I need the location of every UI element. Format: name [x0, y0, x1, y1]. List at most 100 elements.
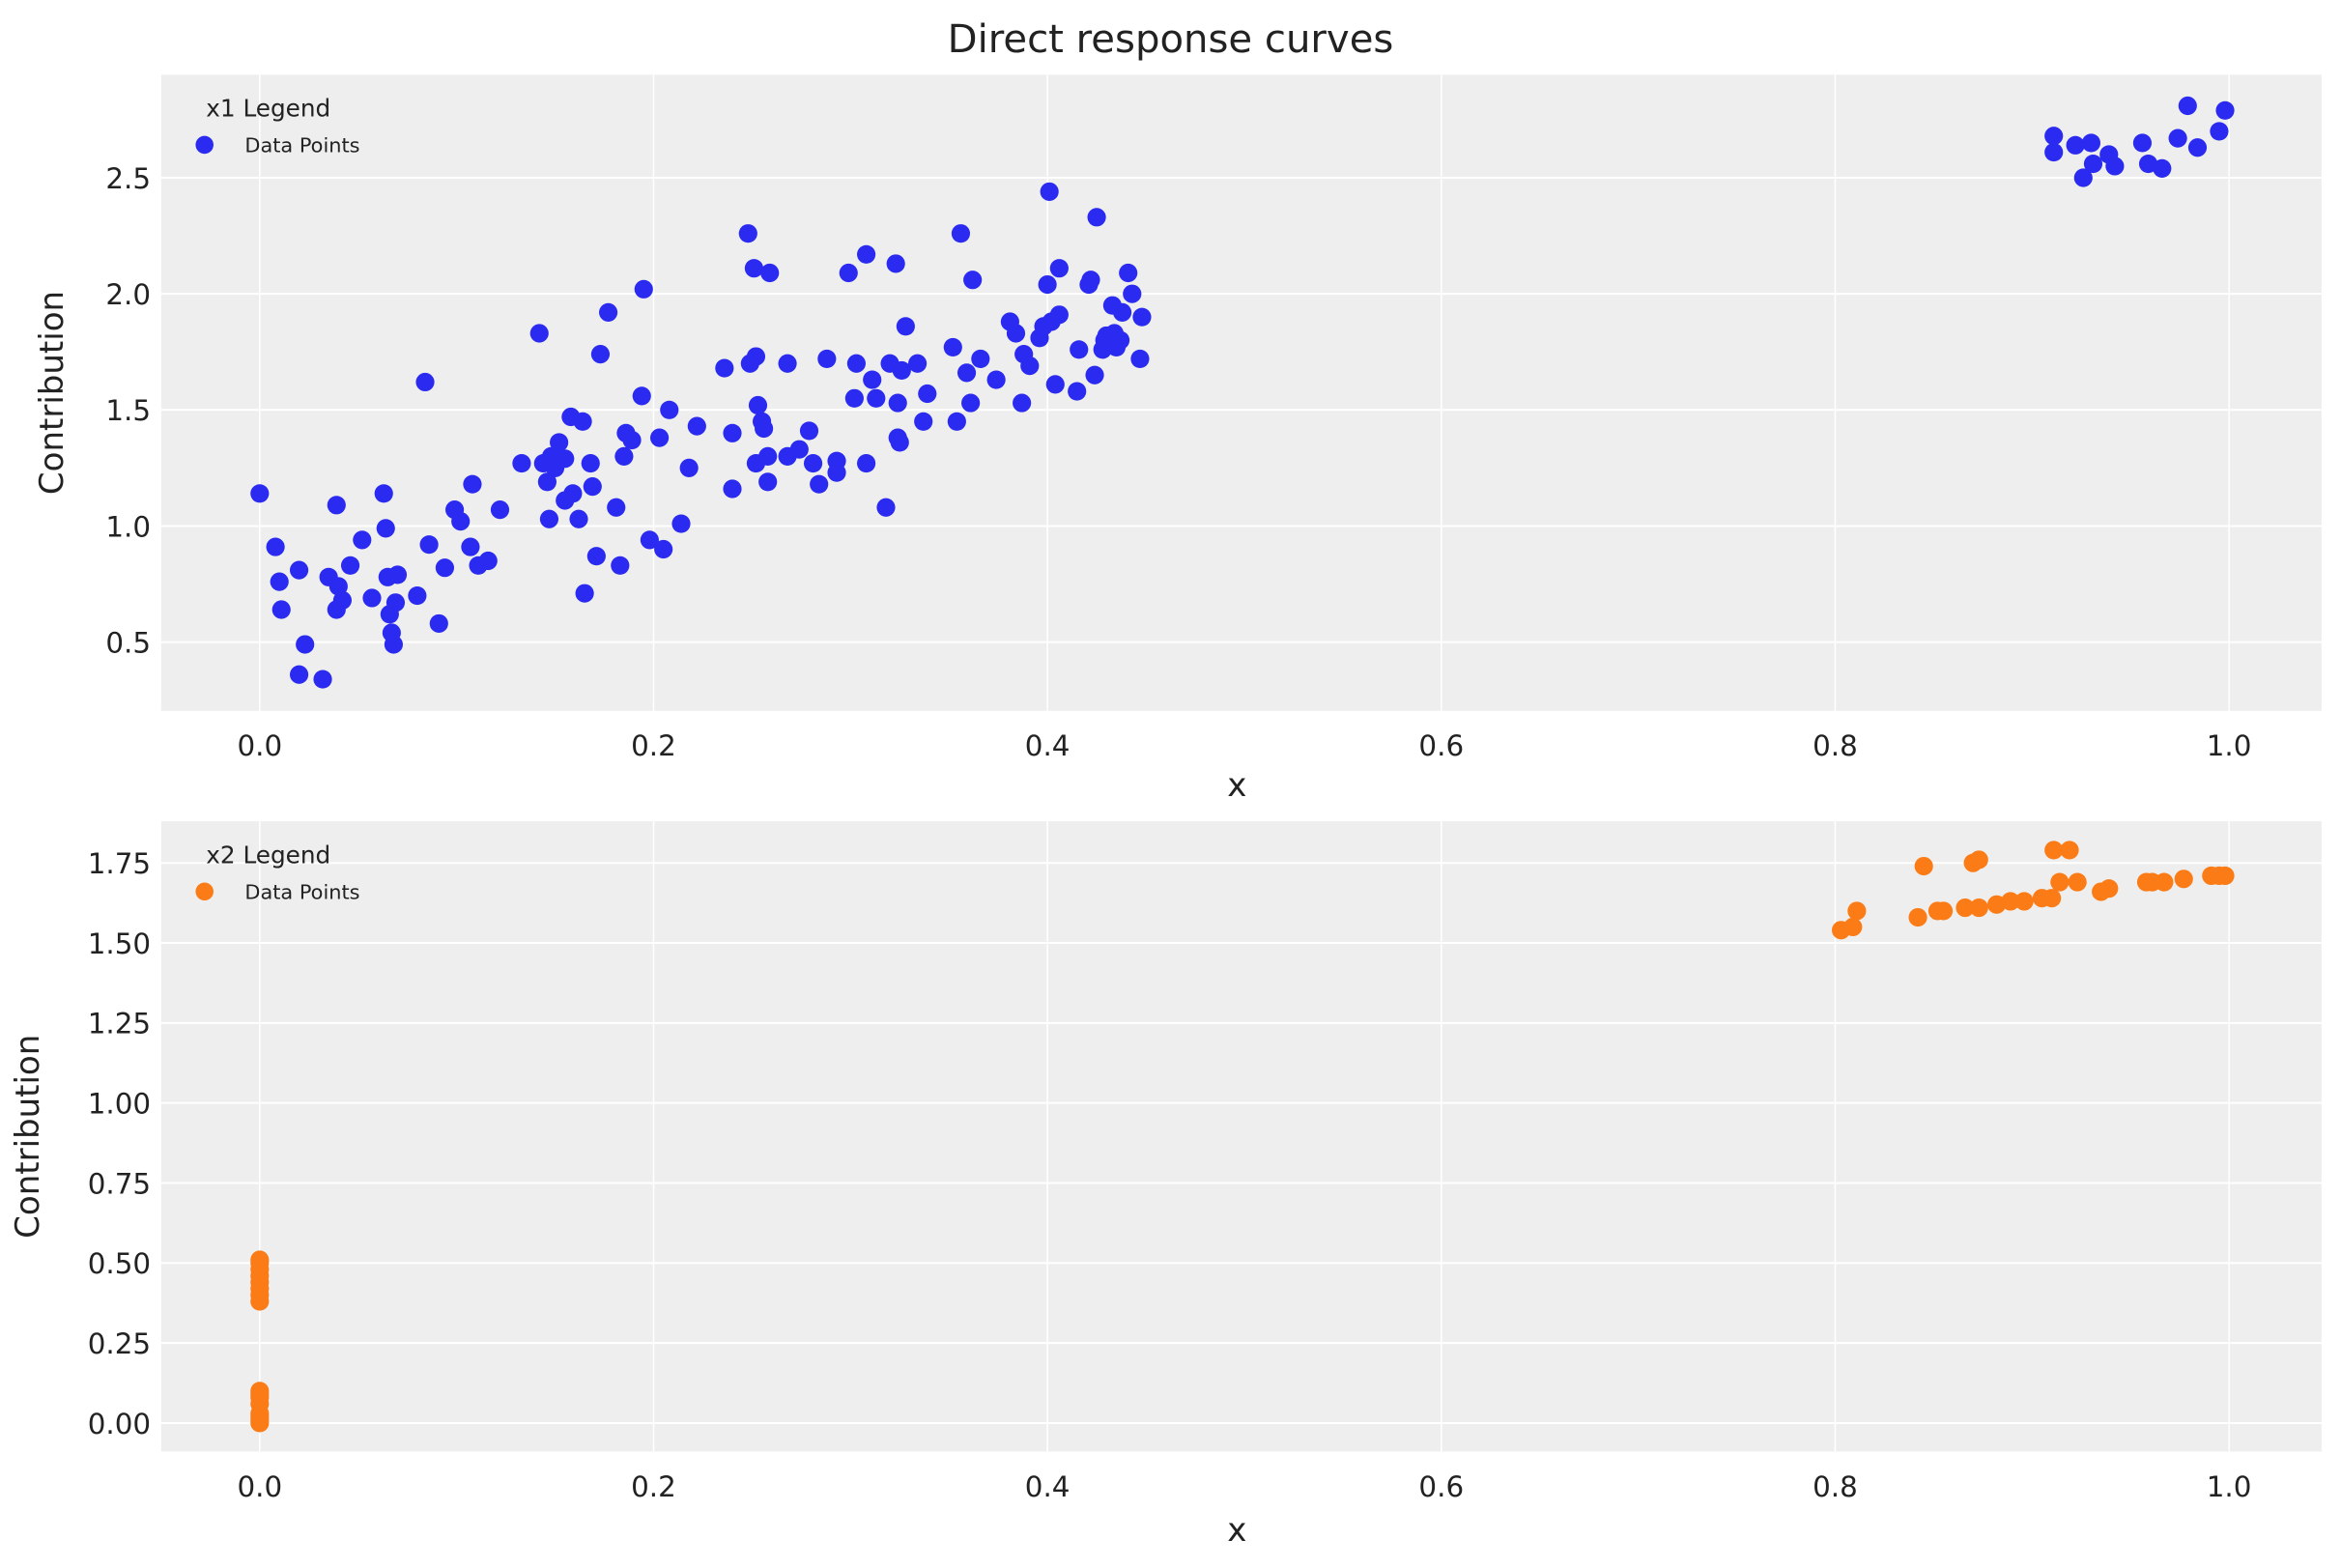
data-point [1847, 901, 1867, 921]
y-tick-label: 1.50 [88, 927, 151, 960]
data-point [1038, 274, 1057, 295]
x-tick-label: 0.6 [1418, 1470, 1464, 1503]
data-point [2014, 892, 2034, 911]
data-point [2044, 127, 2064, 146]
data-point [760, 263, 780, 283]
data-point [1049, 259, 1069, 278]
data-point [744, 259, 764, 278]
x-tick-label: 0.2 [631, 729, 676, 762]
data-point [2066, 135, 2085, 155]
data-point [758, 446, 778, 466]
data-point [660, 400, 679, 419]
legend-entry: Data Points [244, 134, 359, 157]
data-point [266, 537, 285, 556]
data-point [2210, 122, 2229, 141]
y-tick-label: 0.5 [105, 626, 151, 659]
data-point [583, 477, 602, 497]
data-point [1020, 356, 1040, 376]
data-point [435, 558, 454, 578]
data-point [1087, 208, 1106, 227]
x-tick-label: 1.0 [2207, 1470, 2252, 1503]
data-point [1130, 349, 1150, 369]
data-point [956, 363, 977, 383]
data-point [2083, 154, 2103, 174]
data-point [1956, 898, 1975, 918]
subplot-x2: 0.0 0.2 0.4 0.6 0.8 1.0 0.00 0.25 0.50 0.75 1.00 1.… [9, 821, 2322, 1550]
data-point [611, 556, 630, 575]
data-point [2174, 870, 2193, 889]
data-point [723, 479, 742, 499]
data-point [250, 484, 270, 503]
data-point [1933, 901, 1954, 921]
data-point [1987, 895, 2007, 914]
data-point [918, 384, 937, 404]
data-point [914, 412, 933, 431]
legend-entry: Data Points [244, 881, 359, 904]
data-point [2215, 100, 2235, 120]
y-tick-label: 0.50 [88, 1247, 151, 1280]
data-point [634, 279, 653, 299]
data-point [408, 585, 427, 606]
data-point [755, 418, 774, 439]
data-point [687, 416, 706, 436]
data-point [2178, 96, 2197, 116]
legend-marker [195, 135, 214, 155]
data-point [827, 463, 846, 482]
data-point [817, 349, 837, 369]
data-point [537, 472, 557, 492]
data-point [857, 244, 876, 264]
y-tick-label: 0.00 [88, 1408, 151, 1440]
data-point [614, 446, 634, 466]
y-axis-label: Contribution [33, 291, 71, 495]
data-point [590, 345, 611, 364]
data-point [2050, 872, 2070, 892]
data-point [1006, 324, 1026, 343]
data-point [876, 498, 896, 517]
data-point [846, 354, 866, 373]
data-point [650, 428, 670, 447]
legend-title: x2 Legend [206, 841, 330, 869]
data-point [2081, 133, 2101, 153]
data-point [2044, 841, 2064, 860]
data-point [844, 388, 864, 408]
data-point [271, 600, 291, 619]
data-point [961, 393, 981, 413]
data-point [951, 224, 971, 243]
y-tick-label: 1.0 [105, 510, 151, 543]
data-point [569, 509, 588, 528]
data-point [556, 449, 575, 469]
data-point [947, 412, 966, 431]
data-point [671, 514, 691, 533]
data-point [2215, 866, 2235, 886]
data-point [415, 372, 435, 392]
data-point [289, 665, 309, 684]
data-point [986, 370, 1006, 389]
data-point [810, 474, 829, 494]
data-point [2060, 841, 2079, 860]
x-axis-label: x [1227, 766, 1246, 805]
data-point [886, 254, 905, 273]
data-point [1049, 305, 1069, 325]
data-point [890, 433, 909, 452]
data-point [581, 453, 600, 473]
x-axis-label: x [1227, 1511, 1246, 1550]
x-tick-label: 1.0 [2207, 729, 2252, 762]
data-point [529, 324, 549, 343]
x-tick-label: 0.8 [1813, 1470, 1858, 1503]
data-point [2153, 158, 2172, 178]
data-point [478, 551, 498, 571]
data-point [1013, 393, 1032, 413]
data-point [289, 560, 309, 580]
data-point [622, 430, 642, 450]
y-tick-label: 0.25 [88, 1327, 151, 1360]
data-point [1914, 856, 1933, 876]
data-point [419, 535, 439, 555]
data-point [586, 547, 606, 566]
data-point [451, 512, 471, 531]
data-point [896, 317, 915, 336]
x-tick-label: 0.4 [1025, 1470, 1071, 1503]
data-point [296, 635, 315, 654]
legend-title: x1 Legend [206, 95, 330, 123]
subplot-x1: 0.0 0.2 0.4 0.6 0.8 1.0 0.5 1.0 1.5 2.0 2.5 x Contri… [33, 74, 2322, 805]
data-point [2001, 892, 2020, 911]
